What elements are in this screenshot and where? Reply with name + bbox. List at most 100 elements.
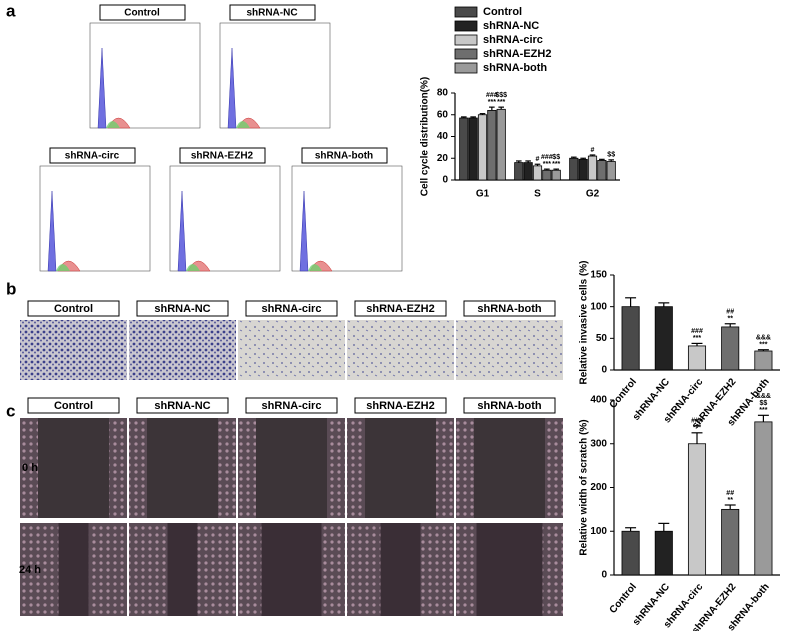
gap-24h [167,523,198,616]
significance-label: *** [693,425,701,432]
bar [532,165,543,181]
flow-label: shRNA-circ [65,151,120,162]
significance-label: ** [727,497,733,504]
label-box [354,300,447,317]
bar [687,443,707,576]
s-phase [308,264,322,271]
x-tick-label: G2 [586,189,600,200]
s-phase [186,264,200,271]
time-label: 24 h [19,564,41,576]
g1-peak [97,47,107,129]
significance-label: *** [759,407,767,414]
label-box [463,397,556,414]
bar [514,162,524,181]
gap-0h [256,418,327,518]
bar [523,162,533,181]
significance-label: *** [759,342,767,349]
invasion-label: shRNA-circ [262,303,322,315]
invasion-label: shRNA-NC [154,303,210,315]
label-box [136,397,229,414]
bar [754,350,773,371]
bar [754,421,773,576]
gap-24h [476,523,543,616]
bar [606,161,616,181]
flow-label: shRNA-NC [246,8,297,19]
label-box [301,147,388,164]
legend-swatch [454,6,478,18]
significance-label: ### [541,154,553,161]
significance-label: ## [726,309,734,316]
s-phase [56,264,70,271]
y-tick-label: 20 [437,153,449,164]
bar [687,345,707,371]
significance-label: *** [552,161,560,168]
bar [654,530,673,576]
gap-0h [38,418,109,518]
scratch-label: shRNA-NC [154,400,210,412]
y-tick-label: 50 [596,333,608,344]
y-tick-label: 300 [590,438,607,449]
label-box [245,300,338,317]
significance-label: # [591,147,595,154]
g1-peak [299,190,309,272]
y-tick-label: 60 [437,109,449,120]
legend-swatch [454,20,478,32]
label-box [49,147,136,164]
legend-label: shRNA-circ [483,34,543,46]
flow-label: Control [124,8,160,19]
significance-label: *** [488,99,496,106]
scratch-label: shRNA-EZH2 [366,400,434,412]
significance-label: $$$ [495,92,507,99]
legend-label: shRNA-NC [483,20,539,32]
x-tick-label: Control [608,376,639,410]
y-tick-label: 0 [601,570,607,581]
significance-label: *** [497,99,505,106]
significance-label: $$ [760,400,768,407]
gap-24h [380,523,421,616]
significance-label: ## [726,490,734,497]
bar [721,326,740,371]
legend-label: shRNA-both [483,62,547,74]
y-tick-label: 400 [590,395,607,406]
bar [496,108,506,181]
label-box [27,397,120,414]
flow-label: shRNA-EZH2 [191,151,254,162]
label-box [229,4,316,21]
y-tick-label: 0 [442,175,448,186]
legend-swatch [454,62,478,74]
significance-label: ### [691,328,703,335]
scratch-label: shRNA-circ [262,400,322,412]
time-label: 0 h [22,462,38,474]
y-tick-label: 100 [590,301,607,312]
s-phase [236,121,250,128]
s-phase [106,121,120,128]
bar [459,117,469,181]
flow-plot [169,165,281,272]
significance-label: ### [486,92,498,99]
invasion-image [129,320,236,380]
g1-peak [177,190,187,272]
label-box [179,147,266,164]
bar [597,160,607,181]
y-tick-label: 100 [590,526,607,537]
significance-label: $$ [607,152,615,159]
flow-plot [39,165,151,272]
flow-label: shRNA-both [315,151,373,162]
bar [721,508,740,576]
gap-0h [365,418,436,518]
gap-24h [58,523,89,616]
y-tick-label: 0 [601,365,607,376]
bar [551,169,561,181]
significance-label: $$ [552,154,560,161]
significance-label: *** [693,335,701,342]
bar [487,110,497,181]
gap-0h [147,418,218,518]
significance-label: ** [727,316,733,323]
bar [477,114,488,181]
scratch-label: Control [54,400,93,412]
gap-0h [474,418,545,518]
invasion-label: shRNA-both [477,303,541,315]
invasion-image [456,320,563,380]
significance-label: ### [691,418,703,425]
flow-plot [291,165,403,272]
